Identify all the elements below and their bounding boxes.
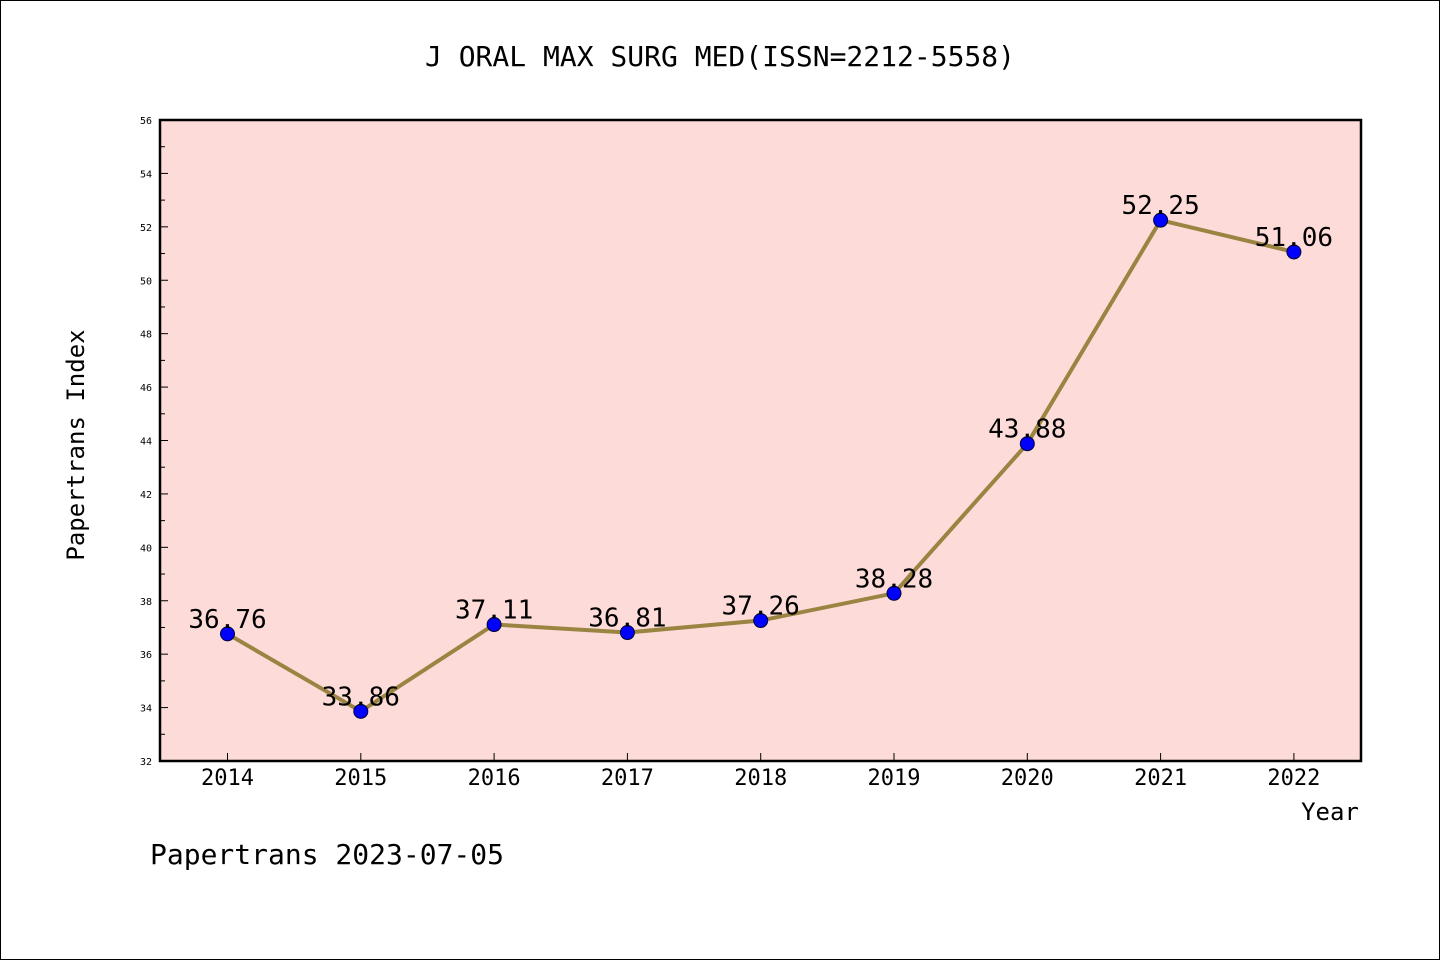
series: [220, 212, 1302, 719]
data-label: 33.86: [322, 682, 400, 712]
data-point: [353, 703, 369, 719]
x-tick-label: 2015: [334, 766, 387, 791]
y-tick-label: 50: [140, 276, 152, 287]
y-tick-label: 42: [140, 490, 152, 501]
data-point: [220, 626, 235, 642]
y-tick-label: 48: [140, 330, 152, 341]
x-axis: 2014 2015 2016 2017 2018 2019 2020 2021 2022: [201, 753, 1320, 791]
y-tick-label: 32: [140, 757, 152, 768]
data-point: [886, 585, 902, 601]
data-labels: 36.76 33.86 37.11 36.81 37.26 38.28 43.88 52.25…: [188, 191, 1333, 712]
data-label: 37.26: [722, 592, 800, 622]
data-point: [1153, 212, 1169, 228]
y-tick-label: 52: [140, 223, 152, 234]
y-tick-label: 44: [140, 437, 152, 448]
y-tick-label: 40: [140, 543, 152, 554]
footer-text: Papertrans 2023-07-05: [150, 838, 504, 871]
data-label: 36.76: [188, 605, 266, 635]
y-tick-label: 56: [140, 116, 152, 127]
data-point: [486, 617, 502, 633]
x-tick-label: 2022: [1267, 766, 1320, 791]
y-axis: 32 34 36 38 40 42 44 46 48 50 52 54 56: [140, 116, 168, 768]
y-tick-label: 36: [140, 650, 152, 661]
y-tick-label: 38: [140, 597, 152, 608]
data-point: [619, 625, 635, 641]
data-label: 37.11: [455, 596, 533, 626]
y-tick-label: 46: [140, 383, 152, 394]
chart-title: J ORAL MAX SURG MED(ISSN=2212-5558): [425, 40, 1015, 73]
data-point: [1019, 436, 1035, 452]
data-label: 52.25: [1121, 191, 1199, 221]
x-tick-label: 2014: [201, 766, 254, 791]
y-axis-title: Papertrans Index: [62, 329, 90, 560]
data-label: 38.28: [855, 564, 933, 594]
y-tick-label: 34: [140, 704, 152, 715]
x-tick-label: 2016: [468, 766, 521, 791]
y-tick-label: 54: [140, 169, 152, 180]
data-point: [1286, 244, 1302, 260]
data-label: 36.81: [588, 604, 666, 634]
x-tick-label: 2018: [734, 766, 787, 791]
data-point: [753, 613, 769, 629]
data-label: 51.06: [1255, 223, 1333, 253]
x-tick-label: 2017: [601, 766, 654, 791]
data-label: 43.88: [988, 415, 1066, 445]
x-tick-label: 2020: [1001, 766, 1054, 791]
x-tick-label: 2019: [868, 766, 921, 791]
x-axis-title: Year: [1301, 798, 1359, 826]
x-tick-label: 2021: [1134, 766, 1187, 791]
